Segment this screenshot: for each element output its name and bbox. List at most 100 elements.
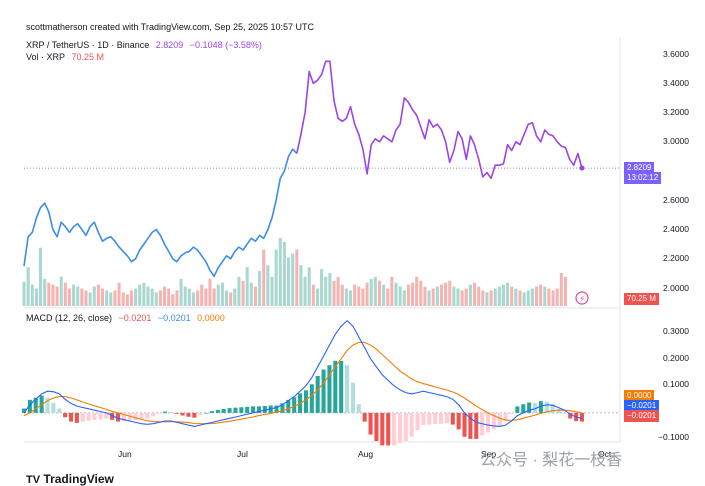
macd-histogram-bar (362, 412, 367, 422)
macd-histogram-bar (409, 412, 414, 437)
macd-histogram-bar (468, 412, 473, 439)
volume-bar (26, 267, 30, 306)
volume-bar (402, 290, 406, 306)
macd-histogram-bar (380, 412, 385, 446)
volume-bar (142, 282, 146, 306)
macd-histogram-bar (280, 403, 285, 413)
volume-bar (208, 278, 212, 306)
volume-bar (472, 282, 477, 306)
volume-bar (501, 284, 506, 306)
macd-histogram-bar (474, 412, 479, 439)
volume-bar (105, 290, 109, 306)
volume-bar (286, 257, 291, 306)
volume-bar (92, 286, 96, 306)
macd-histogram-bar (532, 402, 538, 413)
x-axis-label: Aug (358, 449, 374, 459)
macd-histogram-bar (485, 412, 491, 433)
volume-bar (514, 288, 518, 306)
macd-histogram-bar (345, 365, 350, 413)
volume-bar (212, 288, 216, 306)
macd-hist-badge: −0.0201 (624, 410, 660, 422)
macd-histogram-bar (80, 412, 85, 422)
volume-bar (369, 278, 373, 306)
volume-bar (547, 288, 551, 306)
macd-histogram-bar (186, 412, 191, 417)
volume-bar (543, 286, 547, 306)
macd-line-badge: −0.0201 (624, 400, 660, 412)
volume-bar (63, 282, 67, 306)
macd-histogram-bar (562, 412, 567, 414)
macd-histogram-bar (51, 402, 56, 413)
chart-author-header: scottmatherson created with TradingView.… (26, 22, 314, 32)
volume-bar (220, 282, 224, 306)
volume-bar (59, 276, 63, 306)
volume-bar (258, 271, 262, 306)
volume-bar (365, 282, 369, 306)
countdown-badge: 13:02:12 (624, 172, 662, 184)
macd-histogram-bar (397, 412, 402, 444)
macd-histogram-bar (174, 412, 179, 414)
macd-histogram-bar (292, 397, 297, 413)
volume-bar (241, 280, 245, 306)
macd-signal-line (23, 341, 583, 425)
event-marker-icon (575, 291, 589, 305)
macd-histogram-bar (209, 411, 214, 413)
x-axis-label: Oct (598, 449, 612, 459)
volume-bar (555, 288, 559, 306)
price-line-late (296, 60, 583, 180)
macd-histogram-bar (509, 412, 514, 414)
last-price-dot (579, 165, 585, 171)
macd-label: MACD (12, 26, close) (26, 313, 113, 323)
volume-label: Vol · XRP (26, 52, 66, 62)
volume-bar (398, 286, 402, 306)
volume-legend[interactable]: Vol · XRP 70.25 M (26, 52, 108, 62)
macd-histogram-bar (550, 404, 555, 413)
volume-bar (464, 288, 468, 306)
volume-bar (452, 286, 456, 306)
volume-bar (109, 292, 113, 306)
macd-legend[interactable]: MACD (12, 26, close) −0.0201 −0.0201 0.0… (26, 313, 229, 323)
volume-bar (361, 288, 365, 306)
volume-bar (171, 294, 175, 306)
macd-histogram-bar (110, 412, 115, 420)
macd-histogram-bar (57, 408, 62, 413)
volume-bar (435, 286, 439, 306)
volume-bar (559, 272, 563, 306)
macd-histogram-bar (133, 412, 138, 421)
volume-bar (526, 290, 530, 306)
tradingview-logo[interactable]: TV TradingView (26, 472, 114, 486)
macd-signal-badge: 0.0000 (624, 390, 655, 402)
volume-bar (216, 284, 220, 306)
macd-histogram-bar (309, 384, 314, 413)
volume-bar (311, 284, 315, 306)
volume-bar (266, 265, 270, 306)
volume-bar (154, 292, 158, 306)
macd-histogram-bar (121, 412, 126, 422)
volume-bar (291, 253, 295, 306)
volume-bar (444, 282, 448, 306)
volume-bar (125, 294, 129, 306)
tradingview-logo-icon: TV (26, 474, 41, 486)
volume-bar (510, 286, 514, 306)
volume-bar (303, 276, 307, 306)
price-axis-tick: 2.2000 (663, 253, 689, 263)
macd-histogram-bar (92, 412, 97, 420)
volume-bar (187, 288, 191, 306)
macd-histogram-bar (145, 412, 150, 419)
macd-histogram-bar (503, 412, 508, 422)
macd-axis-tick: 0.2000 (663, 353, 689, 363)
volume-bar (315, 288, 320, 306)
volume-bar (146, 286, 150, 306)
volume-bar (406, 284, 410, 306)
volume-bar (481, 290, 485, 306)
volume-bar (249, 282, 253, 306)
price-axis-tick: 3.2000 (663, 107, 689, 117)
volume-bar (394, 282, 398, 306)
volume-bar (320, 269, 324, 306)
macd-histogram-bar (350, 382, 355, 413)
symbol-legend[interactable]: XRP / TetherUS · 1D · Binance 2.8209 −0.… (26, 40, 266, 50)
macd-histogram-bar (462, 412, 467, 437)
macd-histogram-bar (139, 412, 144, 420)
macd-histogram-bar (98, 412, 103, 420)
